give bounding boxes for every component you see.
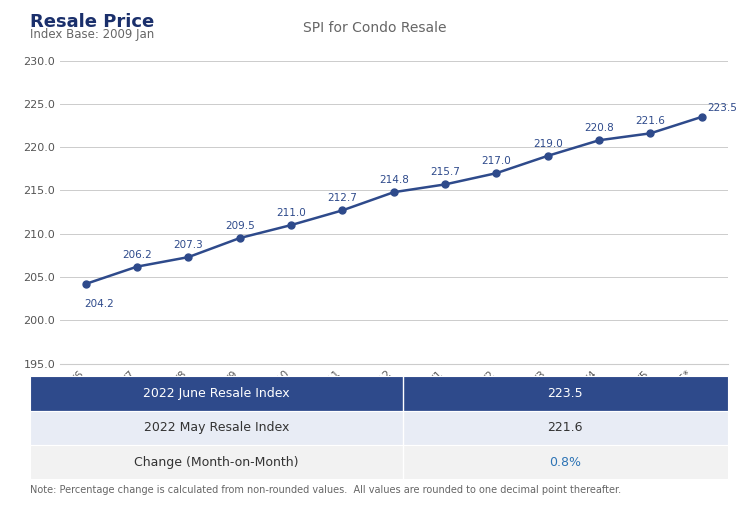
Text: 207.3: 207.3 [173, 240, 203, 250]
Text: 0.8%: 0.8% [549, 456, 581, 469]
Text: 212.7: 212.7 [328, 193, 357, 204]
Text: 211.0: 211.0 [276, 208, 306, 218]
Text: 2022 June Resale Index: 2022 June Resale Index [143, 387, 290, 400]
Text: Change (Month-on-Month): Change (Month-on-Month) [134, 456, 298, 469]
Text: 223.5: 223.5 [548, 387, 584, 400]
Text: 223.5: 223.5 [707, 103, 737, 113]
Text: 221.6: 221.6 [548, 421, 583, 434]
Text: Index Base: 2009 Jan: Index Base: 2009 Jan [30, 28, 154, 41]
Text: 221.6: 221.6 [635, 116, 665, 126]
Text: 204.2: 204.2 [84, 299, 114, 309]
Text: Note: Percentage change is calculated from non-rounded values.  All values are r: Note: Percentage change is calculated fr… [30, 485, 621, 495]
Text: 219.0: 219.0 [533, 139, 562, 149]
Text: 214.8: 214.8 [379, 175, 409, 185]
Text: 217.0: 217.0 [482, 156, 512, 166]
Text: 215.7: 215.7 [430, 168, 460, 177]
Text: SPI for Condo Resale: SPI for Condo Resale [303, 21, 447, 35]
Text: Resale Price: Resale Price [30, 13, 154, 31]
Text: 2022 May Resale Index: 2022 May Resale Index [144, 421, 290, 434]
Text: 209.5: 209.5 [225, 221, 254, 231]
Text: 220.8: 220.8 [584, 123, 614, 133]
Text: 206.2: 206.2 [122, 249, 152, 260]
